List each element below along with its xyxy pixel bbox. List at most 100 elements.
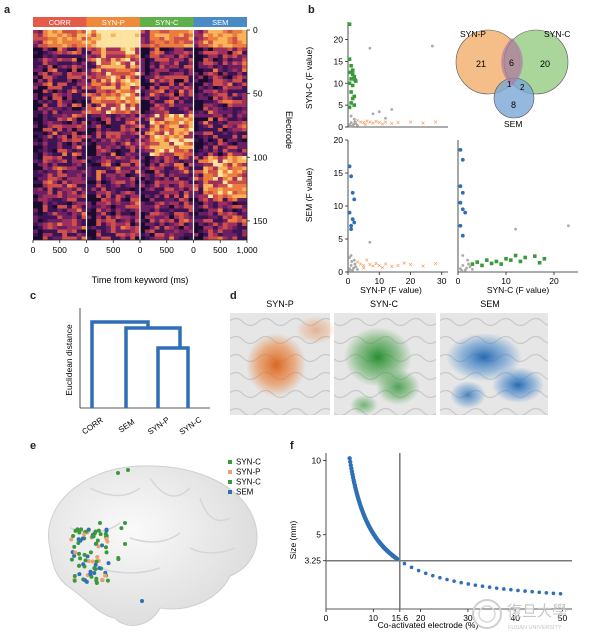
electrode-dot-20 (85, 554, 90, 559)
electrode-dot-17 (106, 561, 111, 566)
f-xtick-50: 50 (558, 613, 568, 623)
br-point-s1-2 (480, 263, 484, 268)
br-point-s0-0 (458, 148, 463, 152)
map-syn-c (334, 313, 436, 415)
electrode-dot-86 (73, 550, 78, 555)
br-point-s0-4 (458, 200, 463, 205)
bl-point-s2-8 (353, 262, 357, 266)
f-curve-point-98 (494, 586, 499, 590)
br-point-s1-11 (523, 255, 527, 260)
dendrogram-branches (90, 320, 190, 408)
top-point-s2-1 (349, 121, 353, 125)
f-curve-point-105 (544, 591, 549, 595)
electrode-dot-5 (77, 572, 82, 577)
f-ytick-5: 5 (316, 530, 321, 540)
segment-label-sem: SEM (212, 18, 228, 27)
electrode-dot-51 (95, 538, 100, 543)
bl-point-s2-11 (348, 256, 351, 259)
bl-point-s0-3 (352, 197, 357, 202)
leaf-sem: SEM (117, 417, 137, 435)
bl-ytick-15: 15 (334, 168, 344, 178)
f-ylabel: Size (mm) (290, 520, 298, 559)
electrode-dot-49 (73, 528, 78, 533)
map-sem (440, 313, 548, 415)
br-xtick-0: 0 (456, 276, 461, 286)
electrode-dot-8 (79, 527, 84, 532)
segment-label-syn-p: SYN-P (102, 18, 125, 27)
electrode-dot-extra-2 (123, 521, 127, 525)
f-curve-point-95 (473, 583, 478, 587)
f-xtick-40: 40 (510, 613, 520, 623)
electrode-dot-extra-4 (140, 599, 144, 603)
f-curve-point-86 (409, 565, 414, 570)
bl-point-s1-3: × (365, 258, 369, 265)
top-point-s1-14: × (363, 122, 367, 129)
top-ytick-5: 5 (338, 100, 343, 110)
panel-label-b: b (308, 4, 315, 16)
top-point-s1-0: × (355, 118, 359, 125)
segment-label-corr: CORR (49, 18, 72, 27)
bl-point-s2-12 (350, 260, 354, 263)
f-xtick-20: 20 (416, 613, 426, 623)
leaf-syn-c: SYN-C (178, 415, 204, 437)
top-point-s0-2 (349, 63, 353, 68)
time-tick-0: 0 (31, 245, 36, 255)
br-point-s2-2 (463, 268, 467, 272)
top-point-s1-13: × (433, 119, 437, 126)
top-ytick-15: 15 (334, 56, 344, 66)
panel-label-d: d (230, 290, 237, 302)
brain-render (48, 465, 258, 626)
bl-point-s2-4 (354, 265, 358, 269)
top-ytick-20: 20 (334, 35, 344, 45)
top-point-s2-5 (355, 123, 359, 127)
time-tick-7: 500 (213, 245, 227, 255)
panel-c-dendrogram: Euclidean distance CORR SEM SYN-P SYN-C (64, 308, 210, 437)
f-curve-point-96 (480, 584, 485, 589)
f-curve-point-103 (530, 589, 534, 594)
top-point-s2-9 (352, 122, 356, 126)
f-curve-point-1 (348, 459, 353, 465)
bl-point-s1-12: × (421, 264, 425, 271)
bl-point-s1-5: × (371, 264, 375, 271)
br-point-s0-8 (460, 233, 465, 238)
top-point-s1-9: × (390, 121, 394, 128)
dendrogram-ylabel: Euclidean distance (64, 324, 74, 396)
top-point-s1-1: × (358, 119, 362, 126)
legend-label-sem: SEM (236, 488, 254, 497)
panel-label-c: c (30, 290, 37, 302)
venn-count-pcs: 1 (507, 80, 512, 89)
electrode-axis-label: Electrode (284, 111, 294, 149)
time-tick-5: 500 (160, 245, 174, 255)
f-curve-point-91 (445, 577, 449, 582)
bl-ytick-5: 5 (338, 234, 343, 244)
electrode-dot-87 (103, 545, 108, 550)
br-point-s1-7 (504, 257, 508, 261)
map-syn-p (230, 313, 336, 415)
electrode-dot-84 (94, 541, 99, 546)
br-point-s2-4 (468, 265, 472, 269)
br-point-s1-9 (513, 253, 518, 258)
top-point-s0-15 (352, 103, 357, 107)
f-curve-point-106 (551, 591, 556, 596)
top-point-s0-10 (350, 83, 355, 88)
bl-point-s1-15: × (380, 265, 384, 272)
time-tick-4: 0 (138, 245, 143, 255)
br-point-s2-8 (467, 262, 470, 266)
electrode-dot-61 (72, 578, 77, 583)
electrode-dot-89 (72, 573, 77, 578)
electrode-dot-15 (116, 555, 121, 560)
electrode-dot-34 (88, 550, 93, 555)
electrode-dot-58 (97, 566, 102, 571)
top-point-s0-12 (352, 94, 357, 99)
top-point-s0-18 (353, 77, 357, 82)
segment-syn-c (140, 17, 194, 27)
f-curve-point-101 (516, 588, 520, 593)
top-point-s2-6 (349, 114, 353, 118)
bl-xtick-0: 0 (346, 276, 351, 286)
electrode-dot-80 (103, 532, 108, 537)
electrode-dot-66 (82, 532, 87, 537)
br-point-s0-6 (463, 210, 468, 215)
time-axis-label: Time from keyword (ms) (92, 275, 189, 285)
electrode-dot-79 (71, 534, 76, 539)
